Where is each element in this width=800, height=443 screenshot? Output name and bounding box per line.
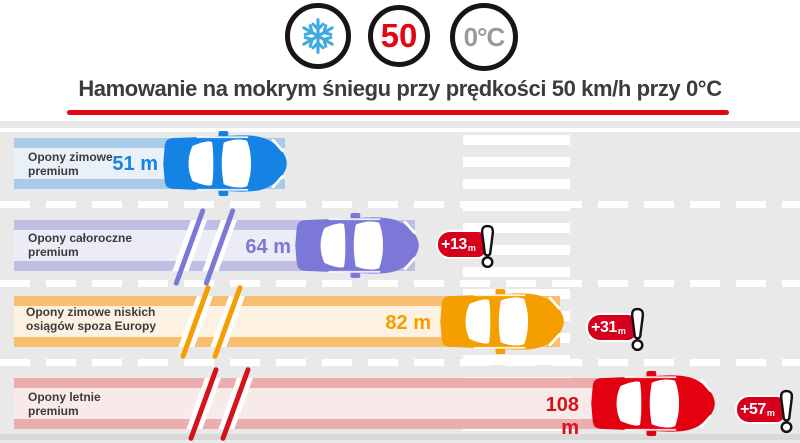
distance-value: 108 m [545, 394, 579, 439]
snowflake-icon [302, 18, 334, 54]
label-line: Opony całoroczne [28, 231, 133, 245]
extra-distance-value: +13 [441, 235, 467, 253]
extra-distance-unit: m [766, 408, 775, 418]
extra-distance-badge: +57 m [735, 395, 786, 424]
car-icon-blue [163, 131, 287, 196]
road-edge-bottom [0, 434, 800, 440]
title-underline [67, 110, 729, 115]
distance-value: 64 m [245, 236, 291, 258]
page-title: Hamowanie na mokrym śniegu przy prędkośc… [78, 76, 722, 101]
distance-bar-summer [14, 378, 665, 429]
extra-distance-badge: +31 m [586, 313, 637, 342]
car-icon-orange [440, 289, 564, 354]
exclamation-icon [480, 224, 495, 268]
road-edge-top [0, 121, 800, 128]
extra-distance-unit: m [617, 326, 626, 336]
extra-distance-badge: +13 m [436, 230, 487, 259]
snowflake-condition-icon [285, 3, 351, 69]
lane-label-winter-premium: Opony zimowe premium [28, 150, 113, 178]
label-line: osiągów spoza Europy [26, 318, 157, 333]
lane-divider [0, 201, 800, 208]
temperature-icon: 0°C [450, 3, 518, 71]
exclamation-icon [630, 307, 645, 351]
label-line: premium [28, 244, 79, 259]
label-line: Opony letnie [28, 390, 101, 404]
extra-distance-value: +57 [740, 400, 766, 418]
extra-distance-unit: m [467, 243, 476, 253]
lane-divider [0, 280, 800, 287]
speed-limit-icon: 50 [368, 5, 430, 67]
lane-label-budget-winter: Opony zimowe niskich osiągów spoza Europ… [26, 305, 157, 333]
distance-value: 82 m [385, 312, 431, 334]
speed-value: 50 [380, 17, 418, 54]
label-line: Opony zimowe [28, 150, 113, 164]
label-line: premium [28, 163, 79, 178]
lane-label-all-season: Opony całoroczne premium [28, 231, 133, 259]
label-line: Opony zimowe niskich [26, 305, 156, 319]
lane-divider [0, 359, 800, 366]
car-icon-red [591, 371, 715, 436]
exclamation-icon [779, 389, 794, 433]
distance-value: 51 m [112, 153, 158, 175]
temperature-value: 0°C [463, 21, 506, 52]
extra-distance-value: +31 [591, 318, 617, 336]
lane-label-summer: Opony letnie premium [28, 390, 101, 418]
car-icon-purple [295, 213, 419, 278]
label-line: premium [28, 403, 79, 418]
